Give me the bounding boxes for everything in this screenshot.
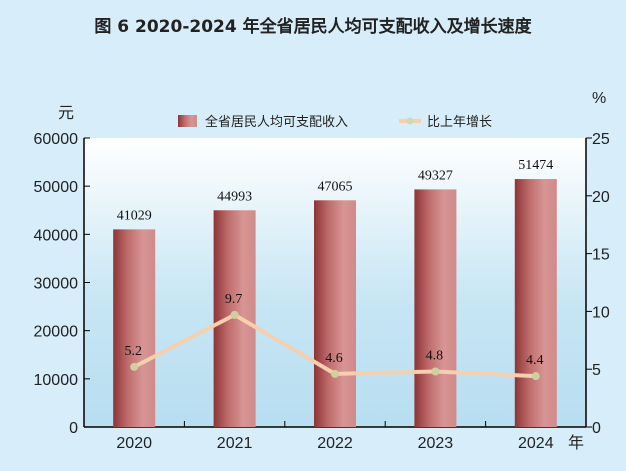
growth-data-label: 4.6	[325, 351, 343, 366]
x-tick-label: 2021	[217, 435, 253, 452]
left-tick-label: 40000	[34, 227, 79, 244]
left-tick-label: 0	[69, 420, 78, 437]
left-tick-label: 50000	[34, 179, 79, 196]
left-tick-label: 30000	[34, 276, 79, 293]
left-axis-unit: 元	[58, 105, 74, 122]
legend-line-label: 比上年增长	[427, 115, 492, 130]
growth-point-2020	[130, 362, 139, 371]
growth-data-label: 5.2	[124, 344, 142, 359]
bar-data-label: 41029	[117, 208, 152, 223]
x-axis-unit: 年	[568, 434, 584, 452]
legend-line-marker	[406, 117, 414, 125]
x-tick-label: 2024	[518, 435, 554, 452]
growth-data-label: 4.8	[426, 349, 444, 364]
right-tick-label: 25	[592, 131, 610, 148]
growth-point-2023	[431, 367, 440, 376]
right-tick-label: 10	[592, 304, 610, 321]
legend-bar-swatch	[178, 115, 197, 127]
growth-data-label: 9.7	[225, 292, 243, 307]
bar-data-label: 44993	[217, 189, 252, 204]
right-tick-label: 5	[592, 362, 601, 379]
right-tick-label: 20	[592, 189, 610, 206]
growth-point-2021	[230, 310, 239, 319]
growth-data-label: 4.4	[526, 353, 544, 368]
bar-data-label: 49327	[418, 168, 453, 183]
x-tick-label: 2023	[418, 435, 454, 452]
left-tick-label: 20000	[34, 324, 79, 341]
left-tick-label: 60000	[34, 131, 79, 148]
right-tick-label: 15	[592, 247, 610, 264]
right-axis-unit: %	[592, 90, 606, 107]
legend-bar-label: 全省居民人均可支配收入	[205, 114, 348, 130]
bar-data-label: 51474	[518, 158, 553, 173]
bar-2024	[514, 179, 557, 427]
bar-2022	[314, 200, 356, 427]
right-tick-label: 0	[592, 420, 601, 437]
x-tick-label: 2022	[317, 435, 353, 452]
chart-title: 图 6 2020-2024 年全省居民人均可支配收入及增长速度	[94, 17, 532, 37]
x-tick-label: 2020	[116, 435, 152, 452]
bar-2023	[414, 189, 457, 427]
bar-2020	[113, 229, 156, 427]
left-tick-label: 10000	[34, 372, 79, 389]
growth-point-2024	[531, 372, 540, 381]
bar-data-label: 47065	[318, 179, 353, 194]
growth-point-2022	[331, 369, 339, 378]
